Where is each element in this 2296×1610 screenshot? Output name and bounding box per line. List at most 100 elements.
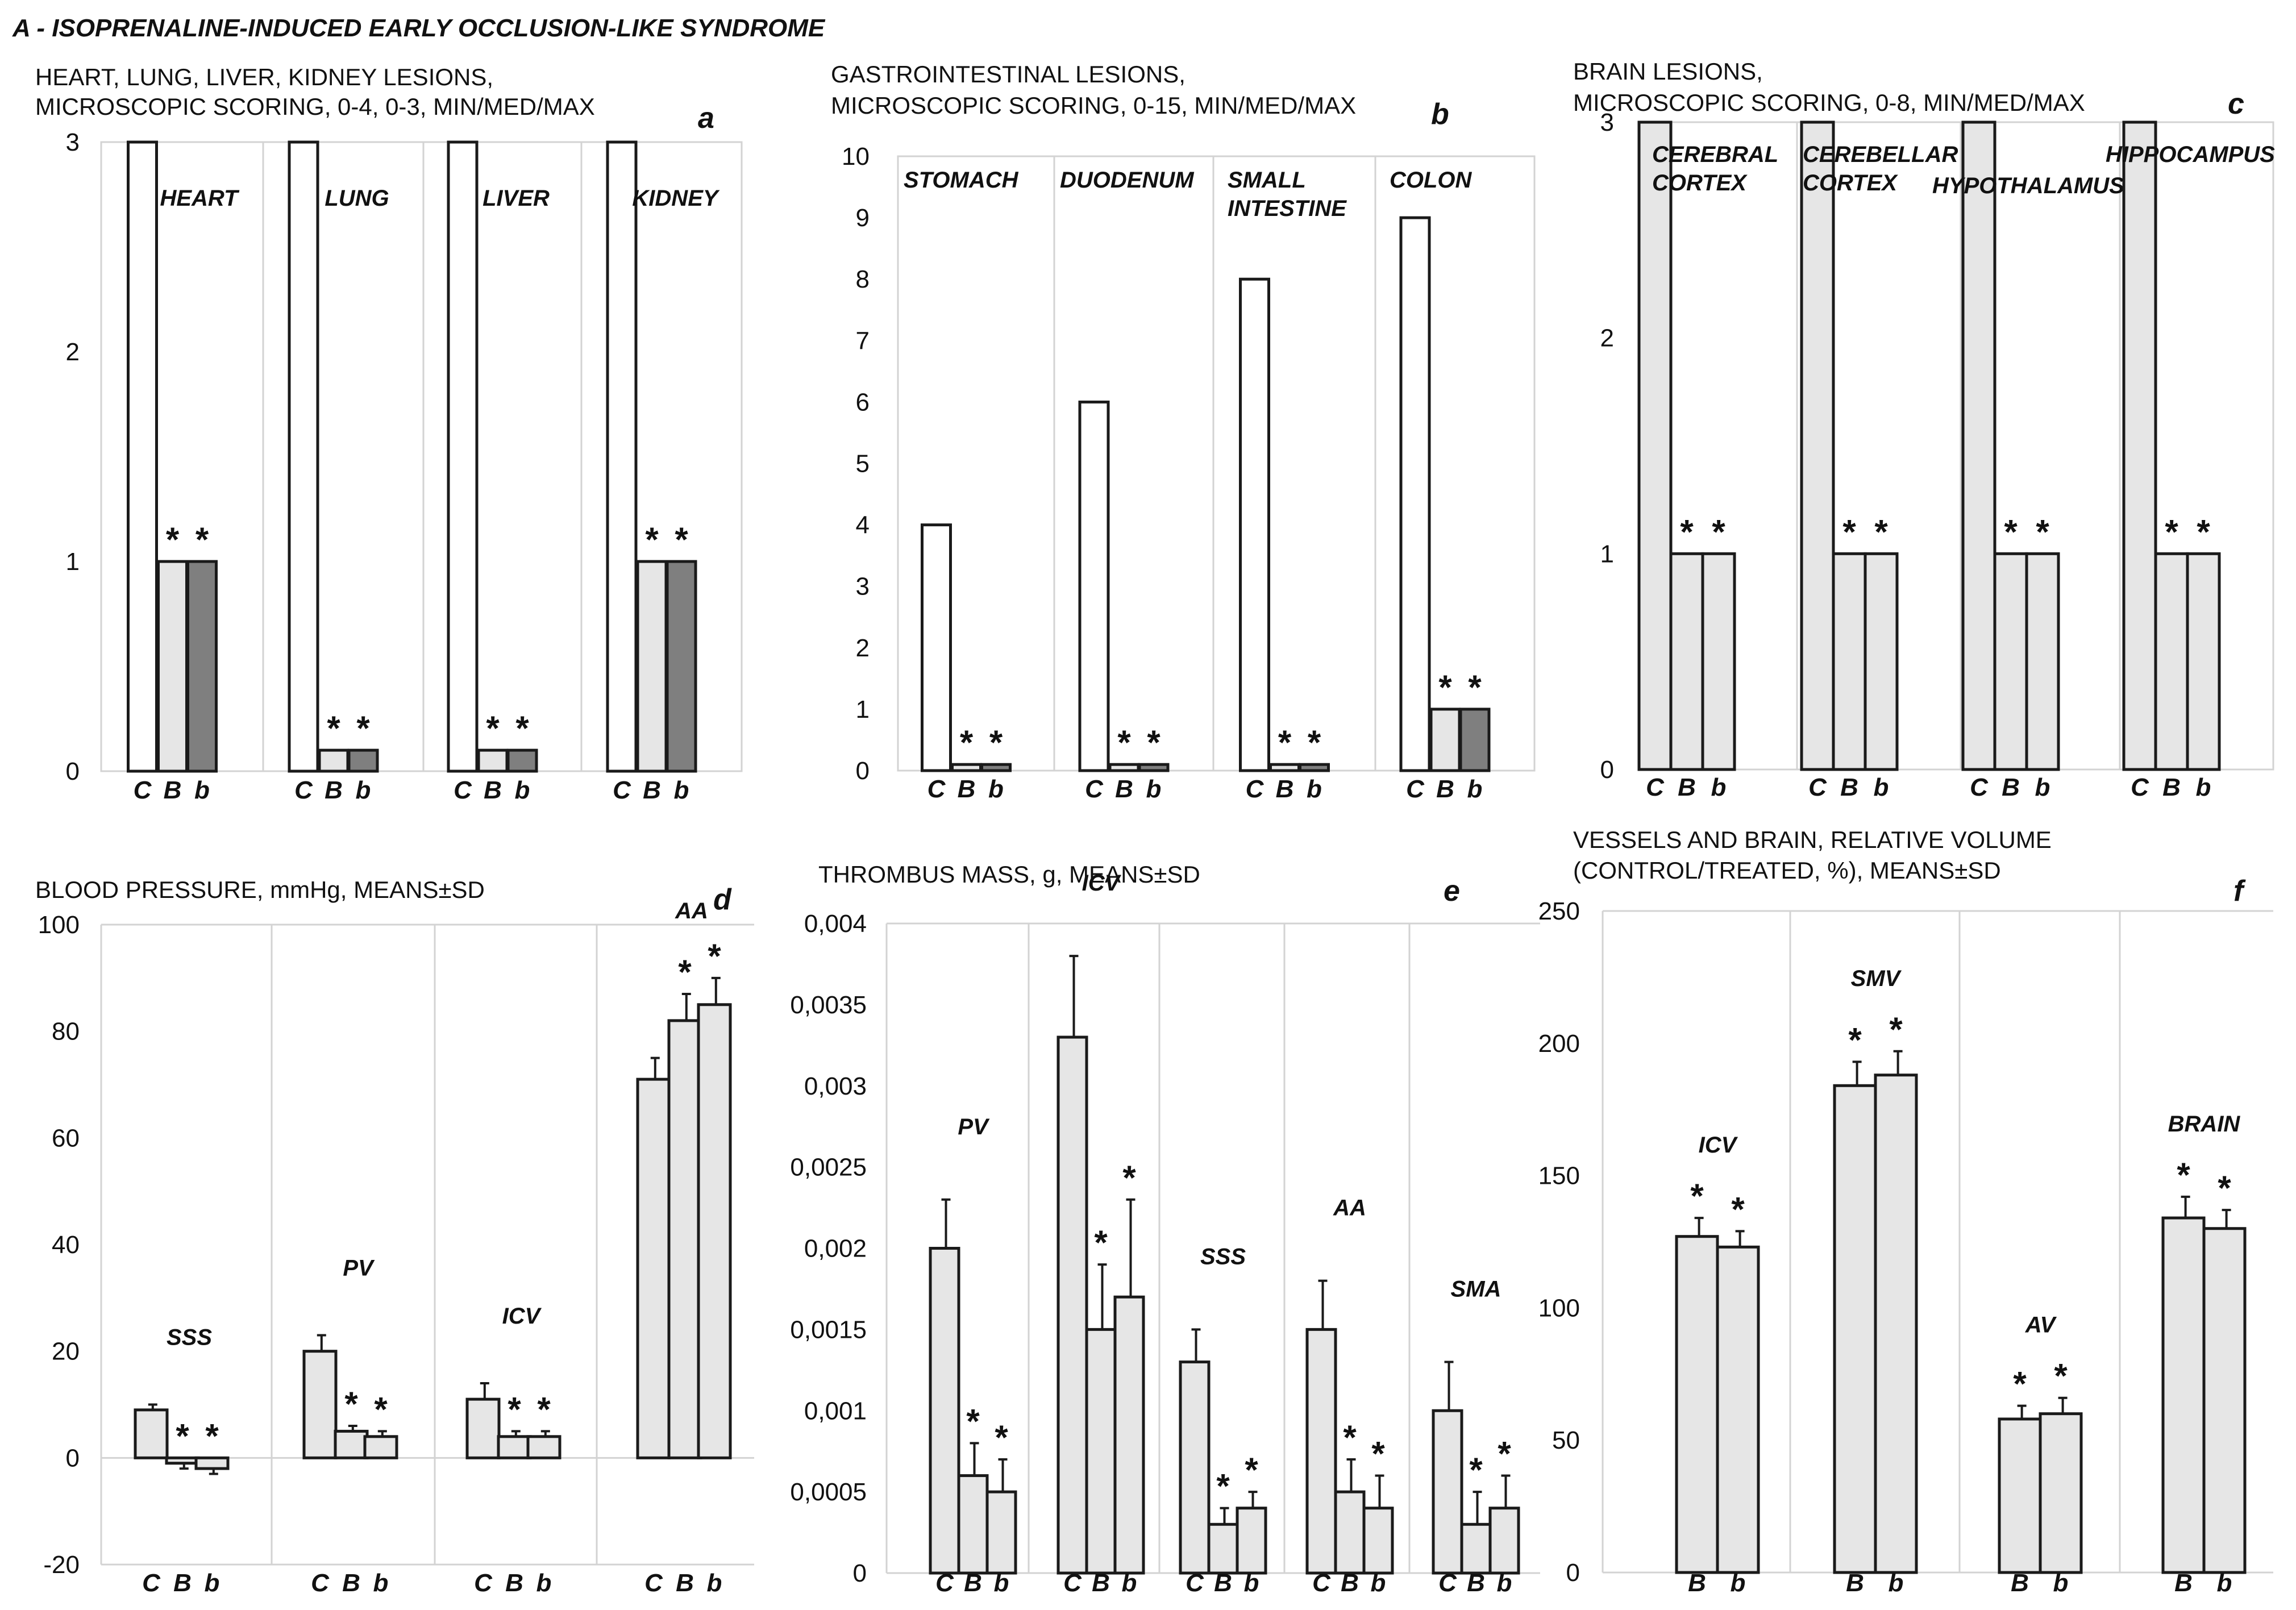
- bar-colon-b: [1459, 708, 1491, 772]
- panel-b: GASTROINTESTINAL LESIONS, MICROSCOPIC SCO…: [831, 61, 1536, 803]
- panel-title: HEART, LUNG, LIVER, KIDNEY LESIONS,: [35, 64, 493, 90]
- bar-label: b: [988, 775, 1004, 803]
- bar-pv-C: [929, 1247, 960, 1575]
- bar-aa-B: [1334, 1490, 1366, 1575]
- bar-label: b: [674, 776, 689, 804]
- significance-star: *: [1842, 513, 1856, 551]
- bar-liver-B: [477, 748, 509, 773]
- bar-hippocampus-B: [2154, 552, 2189, 771]
- bar-label: C: [644, 1569, 663, 1597]
- significance-star: *: [486, 709, 500, 747]
- y-tick-label: 80: [52, 1018, 80, 1046]
- y-tick-label: 2: [856, 634, 870, 662]
- bar-label: b: [1711, 773, 1727, 801]
- panel-title: BLOOD PRESSURE, mmHg, MEANS±SD: [35, 876, 485, 903]
- bar-label: B: [164, 776, 182, 804]
- category-label: LUNG: [325, 186, 389, 211]
- bar-label: C: [1970, 773, 1989, 801]
- bar-heart-C: [127, 140, 158, 773]
- bar-kidney-C: [606, 140, 638, 773]
- bar-icv-b: [526, 1435, 561, 1459]
- bar-label: b: [373, 1569, 389, 1597]
- bar-stomach-B: [951, 763, 982, 772]
- bar-label: b: [1497, 1569, 1512, 1597]
- bar-label: C: [134, 776, 152, 804]
- significance-star: *: [2177, 1156, 2190, 1194]
- y-tick-label: 20: [52, 1338, 80, 1366]
- significance-star: *: [678, 953, 692, 991]
- significance-star: *: [1278, 723, 1292, 762]
- bar-label: C: [294, 776, 313, 804]
- y-tick-label: 5: [856, 450, 870, 478]
- significance-star: *: [2004, 513, 2018, 551]
- y-tick-label: 10: [842, 143, 870, 170]
- bar-aa-b: [697, 1003, 732, 1459]
- bar-label: B: [505, 1569, 523, 1597]
- category-label: CEREBELLAR CORTEX: [1803, 142, 1958, 195]
- plot-frame: [897, 155, 1536, 772]
- panel-letter: c: [2228, 88, 2244, 120]
- bar-label: B: [1436, 775, 1454, 803]
- significance-star: *: [1343, 1418, 1357, 1457]
- significance-star: *: [1874, 513, 1888, 551]
- bar-av-B: [1998, 1417, 2042, 1574]
- bar-label: C: [1063, 1569, 1082, 1597]
- bar-label: b: [1731, 1569, 1746, 1597]
- bar-label: C: [927, 775, 946, 803]
- bar-label: b: [1146, 775, 1162, 803]
- significance-star: *: [1889, 1010, 1903, 1049]
- bar-lung-B: [318, 748, 350, 773]
- category-label: DUODENUM: [1060, 168, 1195, 193]
- bar-label: b: [2035, 773, 2050, 801]
- y-tick-label: 0,002: [804, 1235, 867, 1263]
- significance-star: *: [1094, 1224, 1108, 1262]
- bar-label: B: [1688, 1569, 1706, 1597]
- y-tick-label: 0,0025: [790, 1154, 867, 1182]
- bar-sma-b: [1488, 1507, 1520, 1575]
- bar-small-intestine-C: [1239, 277, 1270, 772]
- bar-label: b: [2053, 1569, 2069, 1597]
- category-label: AV: [2025, 1313, 2057, 1338]
- category-label: AA: [675, 898, 708, 923]
- y-tick-label: 2: [66, 338, 80, 366]
- bar-sss-C: [134, 1408, 169, 1459]
- bar-icv-C: [1057, 1035, 1088, 1575]
- significance-star: *: [1731, 1190, 1745, 1228]
- significance-star: *: [176, 1417, 189, 1455]
- bar-aa-C: [1305, 1328, 1337, 1575]
- bar-label: b: [1244, 1569, 1259, 1597]
- bar-label: b: [1307, 775, 1322, 803]
- bar-cerebellar-cortex-b: [1864, 552, 1899, 771]
- bar-hypothalamus-b: [2025, 552, 2060, 771]
- y-tick-label: 0: [853, 1559, 867, 1587]
- significance-star: *: [966, 1402, 980, 1440]
- significance-star: *: [327, 709, 340, 747]
- significance-star: *: [675, 521, 688, 559]
- significance-star: *: [1690, 1177, 1704, 1215]
- bar-pv-B: [334, 1429, 369, 1459]
- bar-stomach-C: [921, 523, 952, 772]
- significance-star: *: [960, 723, 974, 762]
- bar-label: b: [1467, 775, 1483, 803]
- y-tick-label: 3: [1600, 109, 1614, 136]
- y-tick-label: 0: [66, 758, 80, 785]
- bar-label: b: [205, 1569, 220, 1597]
- category-label: SMA: [1451, 1277, 1501, 1302]
- y-tick-label: 0,003: [804, 1072, 867, 1100]
- bar-label: B: [2011, 1569, 2029, 1597]
- bar-label: C: [2131, 773, 2149, 801]
- category-label: CEREBRAL CORTEX: [1652, 142, 1778, 195]
- bar-label: C: [1406, 775, 1425, 803]
- bar-heart-B: [157, 560, 188, 773]
- y-tick-label: 0,0005: [790, 1478, 867, 1506]
- category-label: ICV: [502, 1304, 542, 1329]
- category-label: PV: [958, 1114, 990, 1139]
- bar-label: b: [994, 1569, 1009, 1597]
- significance-star: *: [2013, 1365, 2027, 1403]
- significance-star: *: [1468, 668, 1482, 706]
- y-tick-label: 3: [856, 573, 870, 601]
- category-label: SMV: [1851, 966, 1902, 991]
- y-tick-label: 7: [856, 327, 870, 355]
- bar-cerebellar-cortex-B: [1832, 552, 1867, 771]
- bar-label: B: [484, 776, 502, 804]
